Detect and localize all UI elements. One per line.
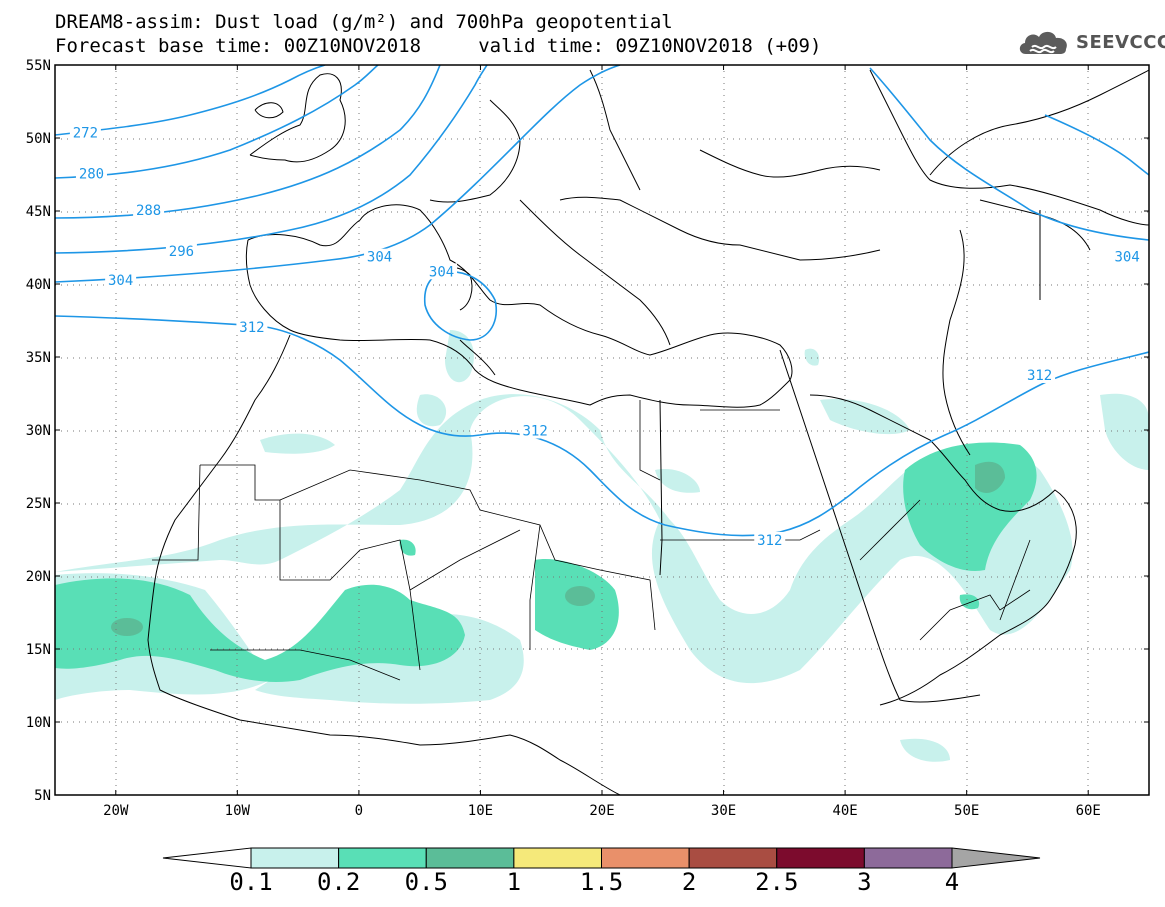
colorbar-segment bbox=[425, 847, 515, 869]
colorbar-level-label: 2 bbox=[682, 868, 696, 896]
contour-label: 280 bbox=[79, 167, 104, 183]
colorbar-segment bbox=[250, 847, 340, 869]
colorbar-level-label: 0.5 bbox=[405, 868, 448, 896]
colorbar-segment bbox=[601, 847, 690, 869]
contour-label: 312 bbox=[1027, 368, 1052, 384]
contour-label-bg bbox=[426, 263, 458, 280]
contour-label: 288 bbox=[136, 203, 161, 219]
contour-labels: 272 280 288 296 304 304 304 312 312 312 312 304 bbox=[69, 124, 1143, 549]
lat-label: 5N bbox=[34, 788, 51, 804]
longitude-labels: 20W 10W 0 10E 20E 30E 40E 50E 60E bbox=[103, 803, 1101, 819]
colorbar-level-label: 1 bbox=[507, 868, 521, 896]
lon-label: 40E bbox=[832, 803, 857, 819]
contour-label: 312 bbox=[239, 320, 264, 336]
contour-label: 304 bbox=[1114, 250, 1139, 266]
lat-label: 20N bbox=[26, 569, 51, 585]
colorbar-segment bbox=[688, 847, 778, 869]
map-area: 272 280 288 296 304 304 304 312 312 312 312 304 bbox=[55, 65, 1149, 795]
borders bbox=[152, 400, 1031, 681]
colorbar-level-label: 2.5 bbox=[755, 868, 798, 896]
lat-label: 30N bbox=[26, 423, 51, 439]
lat-label: 55N bbox=[26, 58, 51, 74]
lat-label: 35N bbox=[26, 350, 51, 366]
contour-label-bg bbox=[133, 202, 165, 218]
logo-text: SEEVCCC bbox=[1076, 31, 1165, 53]
lat-label: 25N bbox=[26, 496, 51, 512]
lon-label: 60E bbox=[1076, 803, 1101, 819]
forecast-time-line: Forecast base time: 00Z10NOV2018 valid t… bbox=[55, 35, 822, 57]
lat-label: 50N bbox=[26, 131, 51, 147]
contour-label: 296 bbox=[169, 244, 194, 260]
dust-0.5-1 bbox=[111, 461, 1005, 636]
colorbar-level-label: 0.2 bbox=[317, 868, 360, 896]
contour-label: 312 bbox=[757, 533, 782, 549]
contour-label: 304 bbox=[108, 273, 133, 289]
lat-label: 45N bbox=[26, 204, 51, 220]
contour-label-bg bbox=[165, 242, 197, 259]
contour-label: 304 bbox=[367, 250, 392, 266]
colorbar-segment bbox=[338, 847, 427, 869]
contour-label-bg bbox=[75, 165, 107, 182]
lat-label: 15N bbox=[26, 642, 51, 658]
colorbar-level-label: 0.1 bbox=[229, 868, 272, 896]
colorbar-segment bbox=[863, 847, 953, 869]
contour-label: 304 bbox=[429, 264, 454, 280]
contour-label-bg bbox=[754, 531, 786, 548]
contour-label-bg bbox=[519, 422, 551, 439]
coastlines bbox=[147, 69, 1149, 795]
axis-ticks bbox=[55, 64, 1149, 796]
lon-label: 50E bbox=[954, 803, 979, 819]
lon-label: 20E bbox=[589, 803, 614, 819]
contour-label-bg bbox=[1024, 366, 1056, 383]
colorbar-level-label: 1.5 bbox=[580, 868, 623, 896]
contour-label: 272 bbox=[73, 126, 98, 142]
lon-label: 0 bbox=[355, 803, 363, 819]
latitude-labels: 55N 50N 45N 40N 35N 30N 25N 20N 15N 10N 5N bbox=[26, 58, 51, 804]
contour-label-bg bbox=[236, 318, 268, 335]
cloud-icon bbox=[1019, 31, 1067, 54]
contour-label: 312 bbox=[522, 423, 547, 439]
contour-label-bg bbox=[105, 272, 137, 289]
colorbar: 0.1 0.2 0.5 1 1.5 2 2.5 3 4 bbox=[162, 847, 1041, 896]
colorbar-under-tip bbox=[162, 847, 252, 869]
colorbar-level-label: 3 bbox=[857, 868, 871, 896]
colorbar-segment bbox=[776, 847, 865, 869]
map-title: DREAM8-assim: Dust load (g/m²) and 700hP… bbox=[55, 11, 673, 33]
lon-label: 20W bbox=[103, 803, 129, 819]
lon-label: 10W bbox=[225, 803, 251, 819]
contour-label-bg bbox=[1111, 248, 1143, 265]
colorbar-segment bbox=[513, 847, 602, 869]
lat-label: 40N bbox=[26, 277, 51, 293]
seevccc-logo: SEEVCCC bbox=[1016, 26, 1165, 58]
colorbar-level-label: 4 bbox=[945, 868, 959, 896]
lon-label: 30E bbox=[711, 803, 736, 819]
contour-label-bg bbox=[69, 124, 101, 141]
contour-label-bg bbox=[364, 248, 396, 265]
colorbar-over-tip bbox=[951, 847, 1041, 869]
lon-label: 10E bbox=[468, 803, 493, 819]
graticule bbox=[55, 65, 1149, 795]
lat-label: 10N bbox=[26, 715, 51, 731]
